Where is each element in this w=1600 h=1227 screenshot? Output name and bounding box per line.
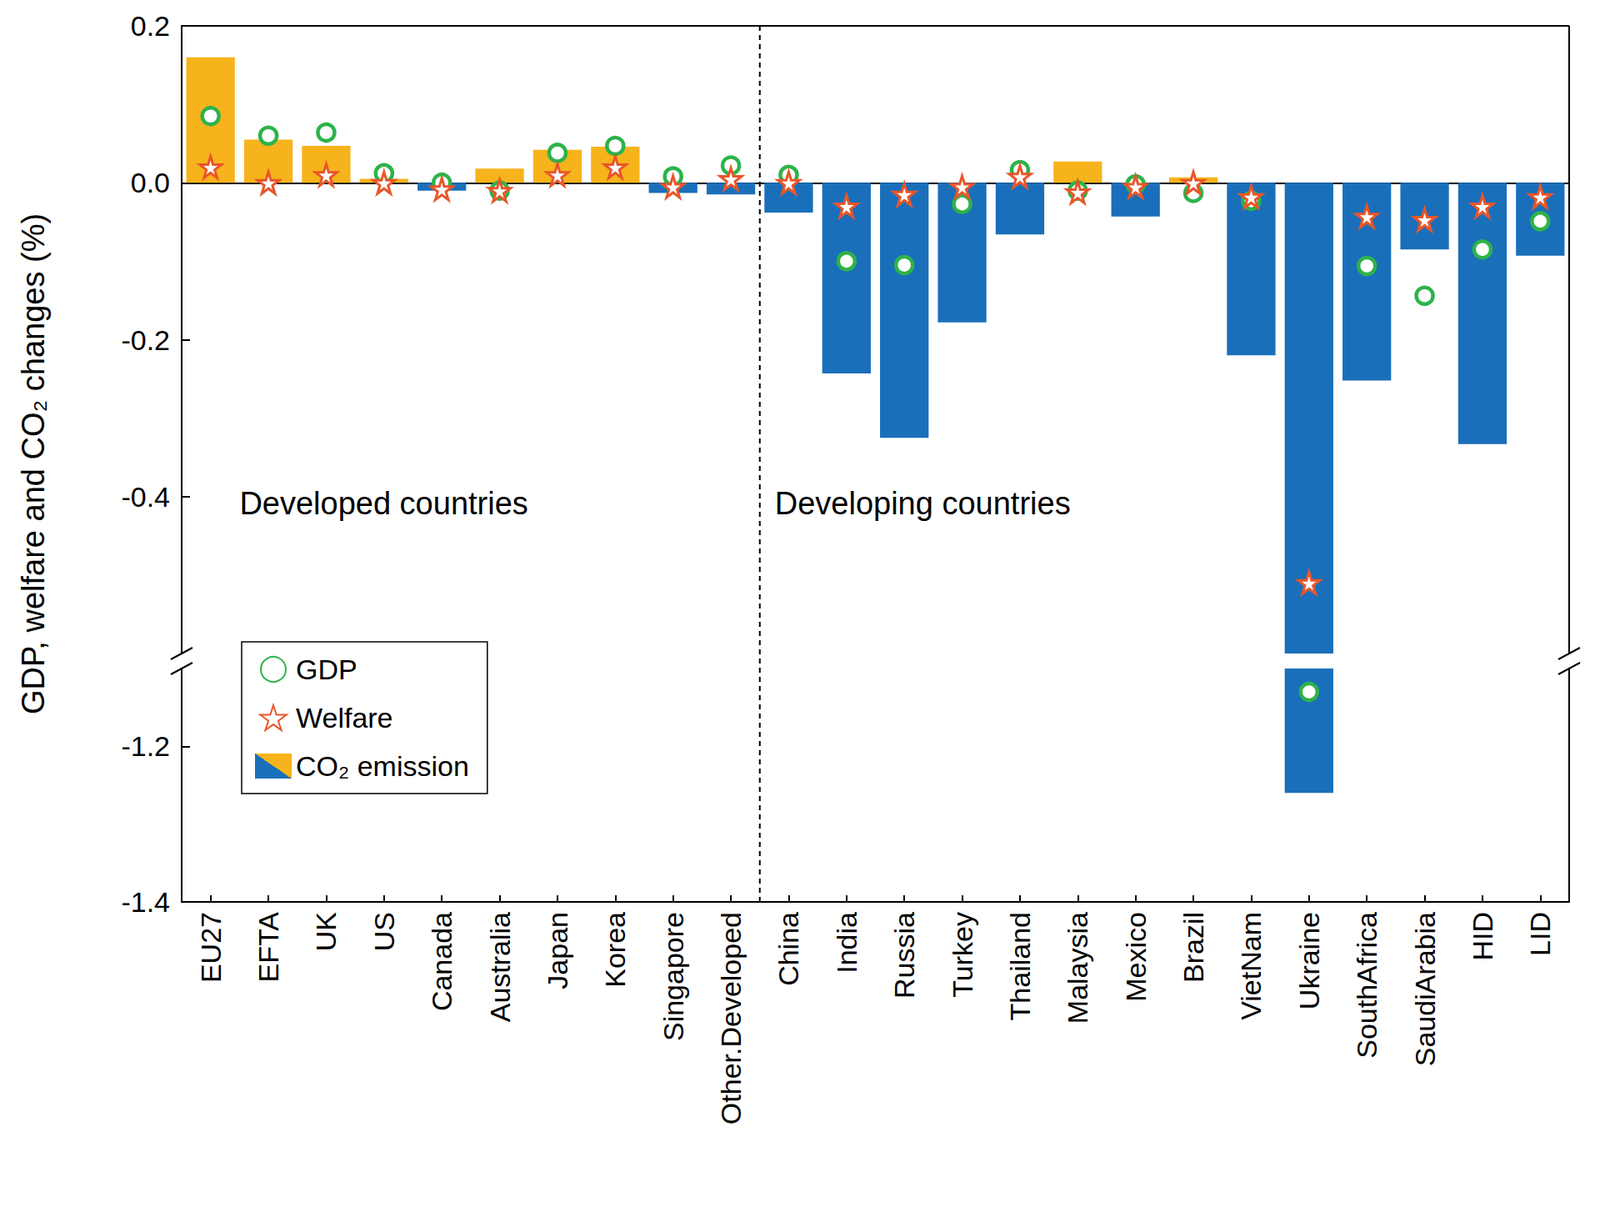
svg-text:Malaysia: Malaysia (1061, 911, 1094, 1024)
svg-text:GDP, welfare and CO₂ changes (: GDP, welfare and CO₂ changes (%) (15, 213, 51, 715)
svg-text:China: China (772, 911, 805, 986)
svg-text:-1.4: -1.4 (120, 885, 170, 918)
svg-text:US: US (368, 911, 400, 951)
svg-text:VietNam: VietNam (1235, 911, 1267, 1020)
svg-text:Australia: Australia (484, 911, 516, 1022)
svg-text:0.0: 0.0 (130, 166, 170, 199)
svg-text:CO₂ emission: CO₂ emission (295, 750, 470, 782)
svg-text:SaudiArabia: SaudiArabia (1409, 911, 1441, 1066)
svg-text:Developing countries: Developing countries (775, 485, 1071, 521)
svg-text:0.2: 0.2 (130, 10, 170, 42)
svg-text:Welfare: Welfare (295, 701, 394, 734)
svg-text:UK: UK (310, 911, 342, 952)
svg-text:Brazil: Brazil (1177, 911, 1210, 983)
svg-text:Canada: Canada (425, 911, 458, 1011)
svg-text:SouthAfrica: SouthAfrica (1350, 911, 1383, 1059)
svg-text:-0.2: -0.2 (120, 324, 170, 356)
svg-text:India: India (830, 911, 863, 974)
svg-text:HID: HID (1466, 911, 1499, 961)
svg-text:Japan: Japan (541, 911, 574, 990)
svg-text:Russia: Russia (888, 911, 920, 999)
svg-text:-1.2: -1.2 (120, 730, 170, 762)
svg-text:LID: LID (1524, 911, 1556, 956)
svg-text:Turkey: Turkey (946, 911, 979, 998)
svg-text:-0.4: -0.4 (120, 480, 170, 513)
svg-text:Korea: Korea (599, 911, 631, 988)
svg-text:EU27: EU27 (195, 911, 227, 983)
svg-text:EFTA: EFTA (252, 911, 285, 983)
svg-text:Thailand: Thailand (1004, 911, 1036, 1020)
svg-text:Singapore: Singapore (657, 911, 690, 1041)
svg-text:Other.Developed: Other.Developed (715, 911, 747, 1125)
svg-text:Ukraine: Ukraine (1293, 911, 1325, 1010)
svg-text:Mexico: Mexico (1120, 911, 1152, 1002)
svg-text:Developed countries: Developed countries (239, 485, 528, 521)
svg-text:GDP: GDP (295, 653, 358, 685)
